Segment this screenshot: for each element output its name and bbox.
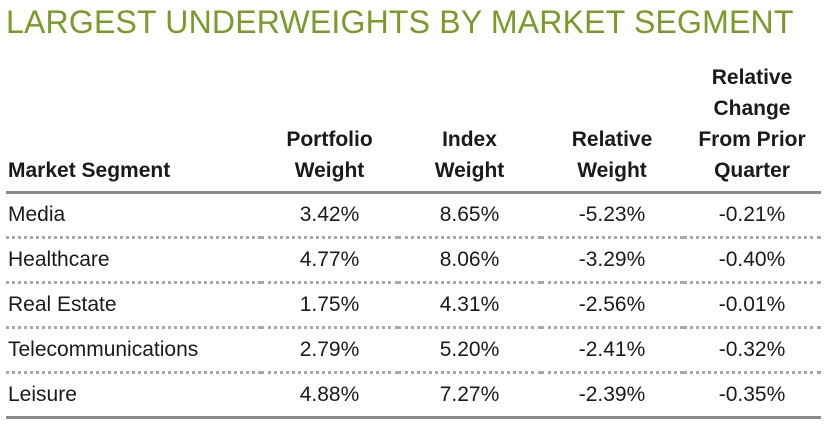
table-row: Telecommunications 2.79% 5.20% -2.41% -0…	[6, 327, 821, 374]
portfolio-weight-cell: 1.75%	[261, 282, 398, 329]
header-row: Market Segment Portfolio Weight Index Weig…	[6, 62, 821, 194]
index-weight-cell: 7.27%	[398, 372, 541, 419]
header-portfolio-weight: Portfolio Weight	[261, 62, 398, 194]
header-relative-weight: Relative Weight	[541, 62, 683, 194]
relative-weight-cell: -5.23%	[541, 192, 683, 239]
index-weight-cell: 4.31%	[398, 282, 541, 329]
relative-weight-cell: -3.29%	[541, 237, 683, 284]
relative-change-cell: -0.35%	[683, 372, 821, 419]
relative-change-cell: -0.32%	[683, 327, 821, 374]
relative-weight-cell: -2.56%	[541, 282, 683, 329]
segment-cell: Real Estate	[6, 282, 261, 329]
segment-cell: Telecommunications	[6, 327, 261, 374]
portfolio-weight-cell: 4.77%	[261, 237, 398, 284]
table-row: Real Estate 1.75% 4.31% -2.56% -0.01%	[6, 282, 821, 329]
underweights-table: Market Segment Portfolio Weight Index Weig…	[6, 62, 821, 419]
segment-cell: Leisure	[6, 372, 261, 419]
segment-cell: Healthcare	[6, 237, 261, 284]
relative-weight-cell: -2.39%	[541, 372, 683, 419]
portfolio-weight-cell: 3.42%	[261, 192, 398, 239]
header-relative-change: Relative Change From Prior Quarter	[683, 62, 821, 194]
relative-change-cell: -0.21%	[683, 192, 821, 239]
table-row: Media 3.42% 8.65% -5.23% -0.21%	[6, 192, 821, 239]
header-market-segment: Market Segment	[6, 62, 261, 194]
index-weight-cell: 8.65%	[398, 192, 541, 239]
relative-change-cell: -0.01%	[683, 282, 821, 329]
portfolio-weight-cell: 4.88%	[261, 372, 398, 419]
header-index-weight: Index Weight	[398, 62, 541, 194]
relative-weight-cell: -2.41%	[541, 327, 683, 374]
table-row: Healthcare 4.77% 8.06% -3.29% -0.40%	[6, 237, 821, 284]
portfolio-weight-cell: 2.79%	[261, 327, 398, 374]
table-row: Leisure 4.88% 7.27% -2.39% -0.35%	[6, 372, 821, 419]
index-weight-cell: 5.20%	[398, 327, 541, 374]
table-title: LARGEST UNDERWEIGHTS BY MARKET SEGMENT	[6, 4, 794, 40]
relative-change-cell: -0.40%	[683, 237, 821, 284]
segment-cell: Media	[6, 192, 261, 239]
index-weight-cell: 8.06%	[398, 237, 541, 284]
